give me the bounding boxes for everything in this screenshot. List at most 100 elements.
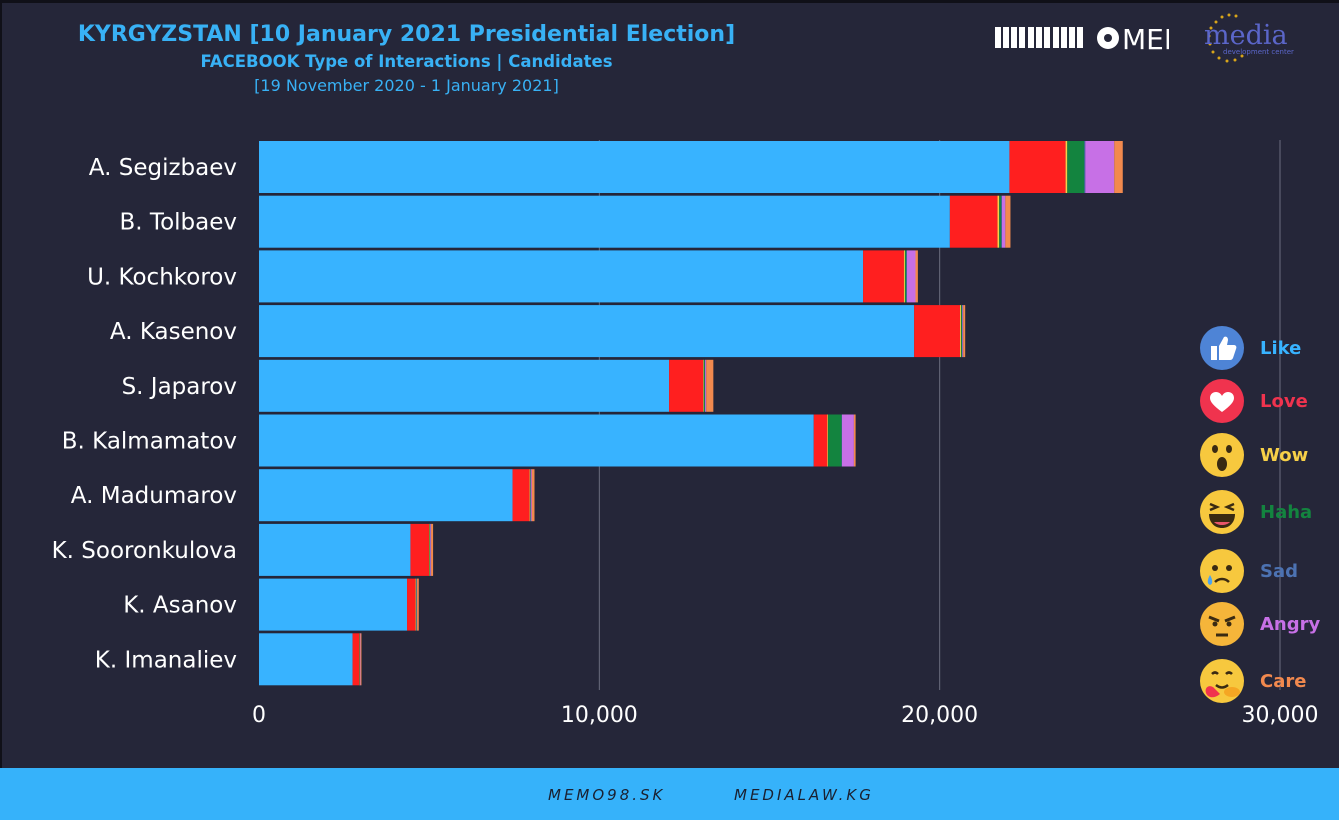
bar-segment-wow (703, 359, 704, 412)
bar-segment-haha (529, 469, 531, 522)
bar-segment-angry (1001, 195, 1006, 248)
memo98-logo-text: MEMO98 (1122, 23, 1169, 54)
like-icon (1200, 326, 1244, 370)
bar-segment-wow (827, 414, 829, 467)
bar-segment-like (259, 305, 915, 358)
legend-label: Haha (1260, 502, 1313, 523)
care-icon (1200, 659, 1244, 703)
haha-icon (1200, 490, 1244, 534)
sad-icon (1200, 549, 1244, 593)
bar-segment-like (259, 578, 408, 631)
bar-segment-wow (429, 523, 430, 576)
bar-segment-haha (904, 250, 907, 303)
bar-segment-wow (415, 578, 417, 631)
bar-segment-like (259, 359, 670, 412)
bar-segment-like (259, 469, 513, 522)
bar-segment-love (914, 305, 961, 358)
bar-segment-wow (960, 305, 962, 358)
footer-link-memo98[interactable]: MEMO98.SK (548, 786, 666, 804)
top-frame-line (0, 0, 1339, 3)
bar-segment-care (431, 523, 434, 576)
chart-subtitle: FACEBOOK Type of Interactions | Candidat… (200, 52, 613, 71)
bar-segment-sad (1001, 195, 1002, 248)
category-label: A. Madumarov (71, 483, 237, 509)
bar-segment-haha (415, 578, 417, 631)
bar-segment-wow (529, 469, 531, 522)
bar-segment-sad (704, 359, 706, 412)
bar-segment-care (360, 633, 362, 686)
bar-segment-love (512, 469, 530, 522)
legend-label: Wow (1260, 445, 1309, 466)
bar-segment-love (352, 633, 360, 686)
bar-segment-like (259, 141, 1010, 193)
legend-item-haha: Haha (1198, 490, 1338, 534)
bar-segment-care (1114, 141, 1123, 193)
bar-segment-angry (705, 359, 707, 412)
bar-segment-wow (1065, 141, 1068, 193)
category-label: A. Segizbaev (89, 155, 237, 181)
bar-segment-love (669, 359, 704, 412)
bar-segment-haha (429, 523, 431, 576)
bar-segment-love (949, 195, 998, 248)
bar-segment-angry (430, 523, 432, 576)
bar-segment-care (963, 305, 966, 358)
category-label: B. Tolbaev (120, 210, 237, 236)
bar-segment-like (259, 633, 353, 686)
left-frame-line (0, 0, 2, 770)
chart-period: [19 November 2020 - 1 January 2021] (254, 76, 559, 95)
bar-segment-angry (530, 469, 532, 522)
bar-segment-love (813, 414, 828, 467)
bar-segment-like (259, 523, 411, 576)
bar-segment-wow (997, 195, 1000, 248)
bar-segment-angry (416, 578, 418, 631)
bar-segment-angry (906, 250, 916, 303)
bar-segment-love (407, 578, 416, 631)
bar-segment-wow (903, 250, 905, 303)
category-label: A. Kasenov (110, 319, 237, 345)
legend-label: Angry (1260, 614, 1321, 635)
media-development-center-logo: media development center (1204, 13, 1294, 63)
footer-link-medialaw[interactable]: MEDIALAW.KG (734, 786, 874, 804)
bar-segment-care (853, 414, 856, 467)
angry-icon (1200, 602, 1244, 646)
legend-item-sad: Sad (1198, 549, 1338, 593)
bar-segment-sad (906, 250, 907, 303)
x-tick-label: 20,000 (901, 703, 978, 728)
category-label: K. Imanaliev (95, 647, 237, 673)
category-label: S. Japarov (122, 374, 237, 400)
bar-segment-like (259, 250, 864, 303)
category-label: B. Kalmamatov (62, 429, 237, 455)
wow-icon (1200, 433, 1244, 477)
x-tick-label: 10,000 (561, 703, 638, 728)
bar-segment-care (531, 469, 535, 522)
bar-segment-sad (841, 414, 843, 467)
bar-segment-haha (703, 359, 705, 412)
media-logo-text: media (1204, 20, 1288, 51)
chart-title: KYRGYZSTAN [10 January 2021 Presidential… (77, 22, 736, 47)
memo98-logo: MEMO98 (995, 23, 1169, 54)
legend-item-like: Like (1198, 326, 1338, 370)
legend-label: Care (1260, 671, 1307, 692)
x-tick-label: 0 (252, 703, 266, 728)
bar-segment-love (1009, 141, 1066, 193)
legend-item-care: Care (1198, 659, 1338, 703)
bar-segment-sad (1084, 141, 1086, 193)
category-label: K. Sooronkulova (52, 538, 237, 564)
legend-label: Love (1260, 391, 1308, 412)
interactions-bar-chart: A. Segizbaev B. Tolbaev U. Kochkorov A. Kas… (52, 140, 1318, 728)
footer-bar: MEMO98.SK MEDIALAW.KG (0, 768, 1339, 820)
category-label: U. Kochkorov (87, 264, 237, 290)
bar-segment-haha (961, 305, 963, 358)
x-tick-labels: 0 10,000 20,000 30,000 (252, 703, 1318, 728)
bar-segment-like (259, 195, 950, 248)
bar-segment-love (410, 523, 430, 576)
bar-segment-haha (1067, 141, 1085, 193)
bar-segment-haha (999, 195, 1002, 248)
category-labels: A. Segizbaev B. Tolbaev U. Kochkorov A. Kas… (52, 155, 237, 673)
bar-segment-angry (1085, 141, 1115, 193)
bar-segment-haha (828, 414, 842, 467)
legend-item-love: Love (1198, 379, 1338, 423)
bar-segment-like (259, 414, 814, 467)
category-label: K. Asanov (123, 593, 237, 619)
x-tick-label: 30,000 (1242, 703, 1319, 728)
